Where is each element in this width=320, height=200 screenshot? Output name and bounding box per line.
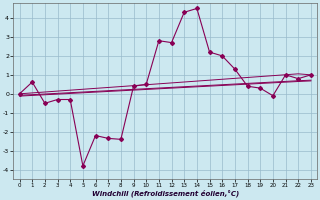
X-axis label: Windchill (Refroidissement éolien,°C): Windchill (Refroidissement éolien,°C) — [92, 190, 239, 197]
